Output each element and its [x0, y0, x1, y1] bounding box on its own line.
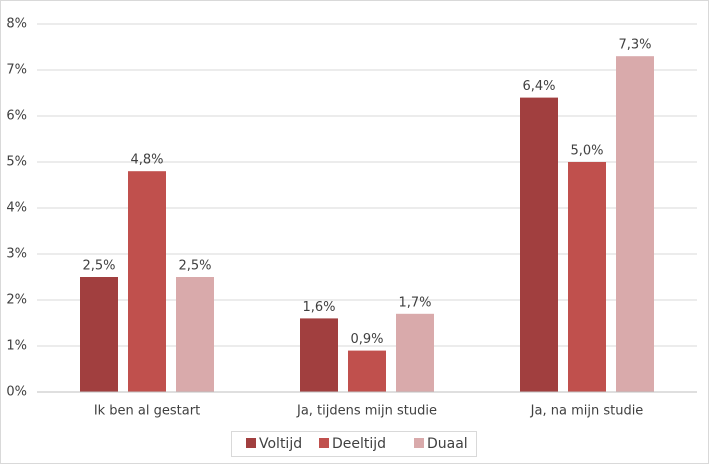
- bar: [348, 350, 386, 392]
- y-tick-label: 2%: [6, 293, 27, 308]
- bar: [80, 277, 118, 392]
- legend-label: Deeltijd: [332, 436, 386, 452]
- x-tick-label: Ik ben al gestart: [94, 404, 200, 419]
- bar: [616, 56, 654, 392]
- legend-swatch: [246, 438, 256, 448]
- legend-border: [231, 431, 477, 457]
- bar: [396, 313, 434, 392]
- y-tick-label: 7%: [6, 63, 27, 78]
- y-tick-label: 0%: [6, 385, 27, 400]
- bar: [568, 162, 606, 392]
- y-tick-label: 5%: [6, 155, 27, 170]
- bar: [176, 277, 214, 392]
- bar: [128, 171, 166, 392]
- data-label: 4,8%: [130, 153, 163, 168]
- x-tick-label: Ja, na mijn studie: [530, 404, 644, 419]
- y-tick-label: 6%: [6, 109, 27, 124]
- data-label: 2,5%: [178, 259, 211, 274]
- data-label: 7,3%: [618, 38, 651, 53]
- y-tick-label: 3%: [6, 247, 27, 262]
- y-tick-label: 1%: [6, 339, 27, 354]
- data-label: 5,0%: [570, 144, 603, 159]
- y-tick-label: 8%: [6, 17, 27, 32]
- legend-label: Voltijd: [259, 436, 302, 452]
- x-tick-label: Ja, tijdens mijn studie: [296, 404, 437, 419]
- data-label: 1,7%: [398, 295, 431, 310]
- bar: [300, 318, 338, 392]
- data-label: 6,4%: [522, 79, 555, 94]
- legend-swatch: [414, 438, 424, 448]
- data-label: 0,9%: [350, 332, 383, 347]
- data-label: 1,6%: [302, 300, 335, 315]
- y-tick-label: 4%: [6, 201, 27, 216]
- legend-label: Duaal: [427, 436, 468, 452]
- legend-swatch: [319, 438, 329, 448]
- bar: [520, 97, 558, 392]
- data-label: 2,5%: [82, 259, 115, 274]
